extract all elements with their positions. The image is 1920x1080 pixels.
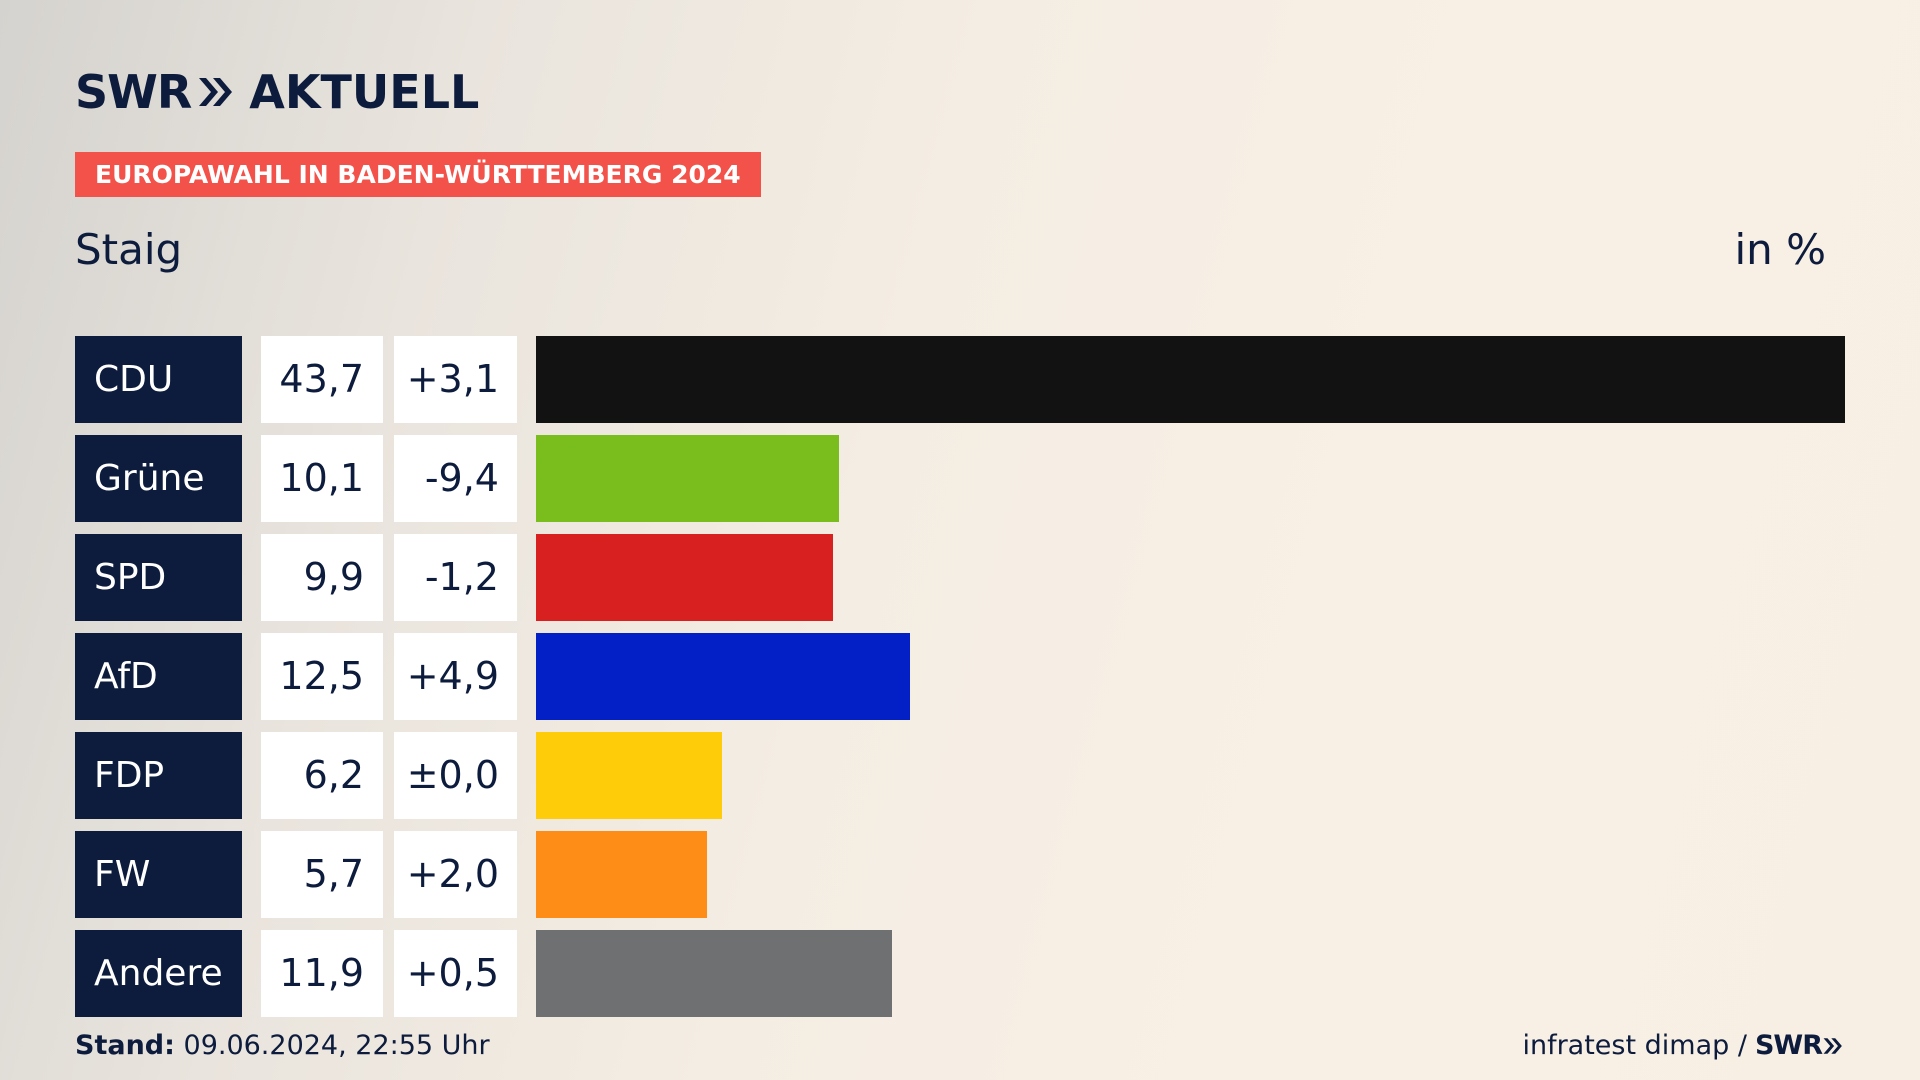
source-brand: SWR bbox=[1755, 1028, 1844, 1064]
result-bar bbox=[536, 633, 910, 720]
party-label: FW bbox=[75, 831, 242, 918]
change-label: -9,4 bbox=[394, 435, 517, 522]
party-label: FDP bbox=[75, 732, 242, 819]
vote-share-label: 5,7 bbox=[261, 831, 383, 918]
source-credit: infratest dimap / SWR bbox=[1522, 1028, 1844, 1064]
result-row: Grüne 10,1 -9,4 bbox=[0, 435, 1920, 522]
result-row: AfD 12,5 +4,9 bbox=[0, 633, 1920, 720]
change-label: -1,2 bbox=[394, 534, 517, 621]
result-bar bbox=[536, 732, 722, 819]
stand-value: 09.06.2024, 22:55 Uhr bbox=[183, 1030, 490, 1061]
logo-product: AKTUELL bbox=[249, 65, 480, 119]
vote-share-label: 9,9 bbox=[261, 534, 383, 621]
result-row: CDU 43,7 +3,1 bbox=[0, 336, 1920, 423]
source-brand-text: SWR bbox=[1754, 1030, 1823, 1061]
party-label: SPD bbox=[75, 534, 242, 621]
source-text: infratest dimap / bbox=[1522, 1030, 1747, 1061]
result-bar bbox=[536, 336, 1845, 423]
election-banner: EUROPAWAHL IN BADEN-WÜRTTEMBERG 2024 bbox=[75, 152, 761, 197]
timestamp: Stand: 09.06.2024, 22:55 Uhr bbox=[75, 1028, 490, 1064]
double-chevron-icon bbox=[197, 74, 235, 110]
unit-label: in % bbox=[1734, 225, 1826, 274]
party-label: CDU bbox=[75, 336, 242, 423]
double-chevron-small-icon bbox=[1823, 1038, 1842, 1054]
result-row: FDP 6,2 ±0,0 bbox=[0, 732, 1920, 819]
vote-share-label: 10,1 bbox=[261, 435, 383, 522]
stand-label: Stand: bbox=[75, 1030, 175, 1061]
result-row: SPD 9,9 -1,2 bbox=[0, 534, 1920, 621]
logo-brand: SWR bbox=[75, 65, 192, 119]
result-row: FW 5,7 +2,0 bbox=[0, 831, 1920, 918]
vote-share-label: 11,9 bbox=[261, 930, 383, 1017]
party-label: Grüne bbox=[75, 435, 242, 522]
change-label: +4,9 bbox=[394, 633, 517, 720]
result-bar bbox=[536, 435, 839, 522]
party-label: AfD bbox=[75, 633, 242, 720]
change-label: +3,1 bbox=[394, 336, 517, 423]
change-label: +0,5 bbox=[394, 930, 517, 1017]
party-label: Andere bbox=[75, 930, 242, 1017]
change-label: ±0,0 bbox=[394, 732, 517, 819]
vote-share-label: 6,2 bbox=[261, 732, 383, 819]
result-bar bbox=[536, 930, 892, 1017]
swr-aktuell-logo: SWR AKTUELL bbox=[75, 66, 479, 118]
change-label: +2,0 bbox=[394, 831, 517, 918]
result-bar bbox=[536, 534, 833, 621]
result-row: Andere 11,9 +0,5 bbox=[0, 930, 1920, 1017]
result-bar bbox=[536, 831, 707, 918]
vote-share-label: 12,5 bbox=[261, 633, 383, 720]
vote-share-label: 43,7 bbox=[261, 336, 383, 423]
region-title: Staig bbox=[75, 225, 183, 274]
